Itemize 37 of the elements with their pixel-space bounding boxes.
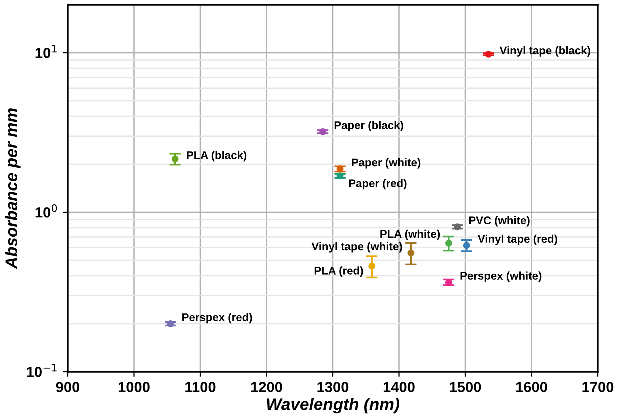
x-tick-label: 1600: [516, 382, 548, 392]
y-axis-title: Absorbance per mm: [5, 108, 21, 270]
x-axis-title: Wavelength (nm): [267, 398, 400, 414]
series-label: Perspex (red): [182, 313, 252, 324]
series-label: PLA (white): [380, 230, 440, 240]
x-tick-label: 1000: [118, 382, 150, 392]
series-label: Vinyl tape (red): [478, 234, 558, 246]
point: [368, 262, 376, 270]
series-label: PLA (red): [314, 266, 364, 278]
point: [167, 320, 174, 328]
y-tick-label: 10$^{1}$: [36, 45, 57, 58]
series-label: Paper (red): [349, 179, 407, 190]
y-tick-label: 10$^{0}$: [36, 204, 58, 218]
series-label: PVC (white): [469, 216, 530, 227]
series-label: Perspex (white): [460, 272, 542, 282]
point: [454, 224, 462, 231]
x-tick-label: 1200: [251, 382, 282, 392]
point: [336, 172, 344, 180]
series-label: Paper (black): [334, 121, 404, 132]
point: [485, 50, 492, 58]
x-tick-label: 1300: [318, 382, 349, 392]
point: [172, 156, 179, 163]
point: [320, 128, 327, 136]
series-label: Vinyl tape (white): [312, 242, 402, 253]
y-tick-label: 10$^{−1}$: [27, 364, 57, 378]
point: [445, 240, 452, 247]
x-tick-label: 1500: [450, 382, 482, 392]
x-tick-label: 1400: [384, 382, 415, 392]
x-tick-label: 1100: [186, 382, 216, 392]
point: [408, 250, 415, 257]
point: [463, 242, 470, 250]
series-label: Paper (white): [352, 158, 421, 169]
series-label: Vinyl tape (black): [500, 46, 590, 57]
point: [336, 166, 344, 173]
x-tick-label: 1700: [582, 382, 614, 392]
x-tick-label: 900: [56, 382, 80, 392]
series-label: PLA (black): [187, 151, 247, 162]
